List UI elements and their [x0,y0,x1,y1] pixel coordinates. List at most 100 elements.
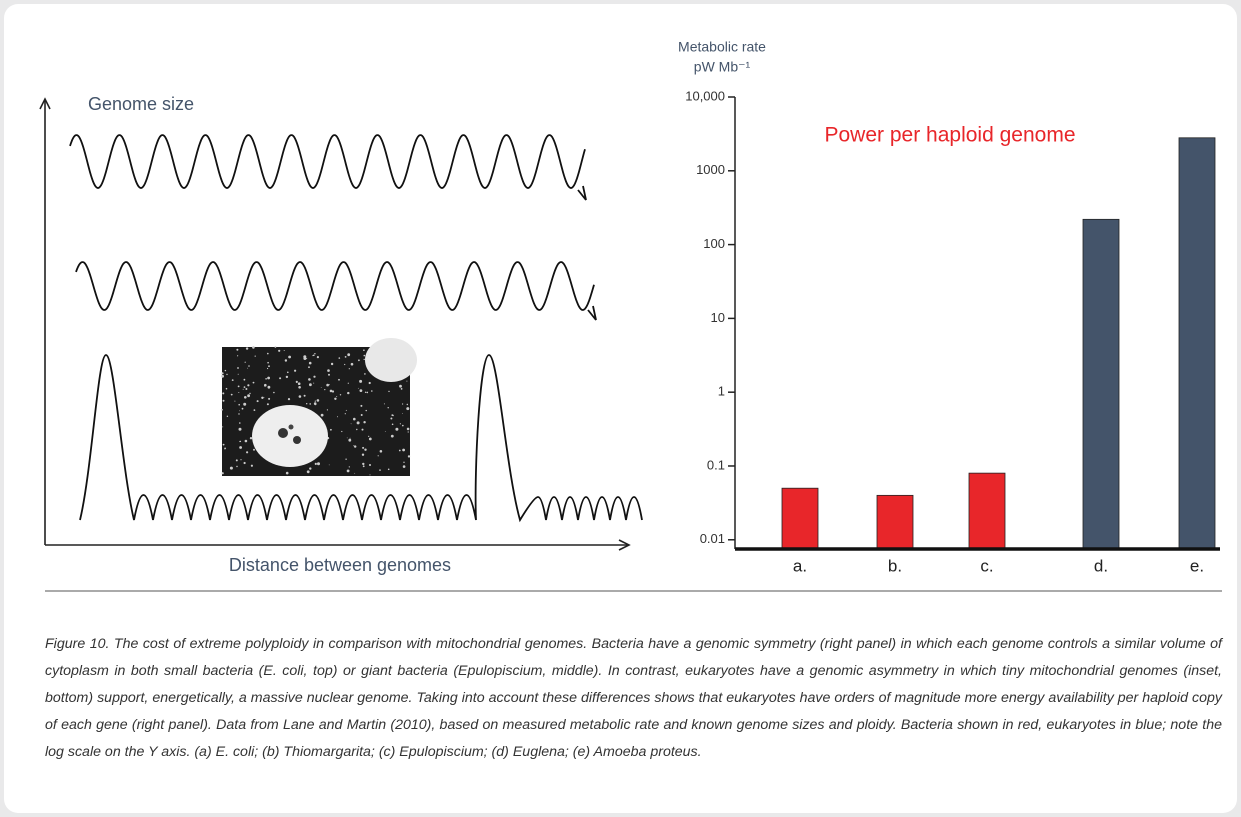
speck [247,384,250,387]
speck [240,459,242,461]
speck [238,413,240,415]
speck [238,427,242,431]
speck [361,428,364,431]
speck [330,428,332,431]
speck [226,415,229,417]
speck [328,464,330,466]
speck [346,437,348,439]
speck [237,385,240,388]
speck [285,375,289,379]
micrograph [221,338,417,476]
x-arrow [618,539,631,551]
speck [243,461,246,465]
speck [248,365,250,367]
cell-blob [365,338,417,382]
speck [407,431,409,433]
speck [329,389,333,393]
speck [362,462,365,466]
speck [239,410,240,412]
speck [245,347,249,350]
speck [306,470,310,474]
speck [224,369,227,372]
speck [222,443,225,446]
speck [279,377,282,380]
speck [379,450,383,453]
wave [79,354,643,523]
speck [398,449,401,452]
speck [247,394,251,398]
speck [313,354,315,357]
speck [379,469,381,471]
speck [407,455,411,458]
speck [252,346,255,349]
speck [362,446,365,449]
y-axis-label: Metabolic rate [678,39,766,55]
speck [399,384,402,388]
speck [306,358,308,360]
speck [348,368,350,370]
nucleus [252,405,328,467]
speck [391,423,394,426]
speck [354,445,357,448]
speck [388,390,390,393]
speck [320,413,324,417]
speck [222,399,225,402]
speck [314,403,317,406]
speck [354,472,356,474]
speck [337,416,338,418]
speck [244,361,246,363]
speck [347,391,350,395]
x-tick-label: c. [980,556,993,575]
speck [284,359,288,362]
speck [360,414,363,416]
speck [244,396,247,399]
speck [242,388,244,390]
arrow-tip [587,305,597,321]
speck [226,373,228,376]
speck [387,407,389,409]
speck [390,434,394,438]
speck [253,448,255,451]
speck [330,362,334,366]
speck [237,373,239,375]
speck [314,353,316,355]
wave [69,134,586,189]
speck [278,349,281,352]
y-arrow [39,97,51,110]
speck [231,379,234,381]
speck [348,438,352,442]
speck [222,392,225,395]
speck [266,403,269,406]
speck [399,423,401,425]
speck [403,461,405,463]
speck [327,369,330,372]
speck [353,445,355,447]
speck [288,355,291,359]
speck [377,455,379,457]
speck [364,391,367,393]
speck [312,355,314,357]
speck [363,421,366,424]
y-tick-label: 1 [718,384,725,399]
speck [283,350,285,351]
speck [369,464,371,466]
speck [308,361,312,365]
speck [358,359,360,362]
speck [230,393,233,396]
speck [229,466,233,470]
speck [356,421,360,425]
speck [357,387,359,389]
speck [359,389,363,392]
arrow-tip [577,185,587,201]
speck [341,430,343,433]
speck [363,358,365,361]
wave [75,261,595,311]
speck [364,373,366,375]
speck [239,440,242,443]
speck [243,402,247,406]
y-axis-unit: pW Mb⁻¹ [694,59,751,75]
speck [243,378,246,381]
speck [256,400,259,403]
speck [371,390,373,392]
